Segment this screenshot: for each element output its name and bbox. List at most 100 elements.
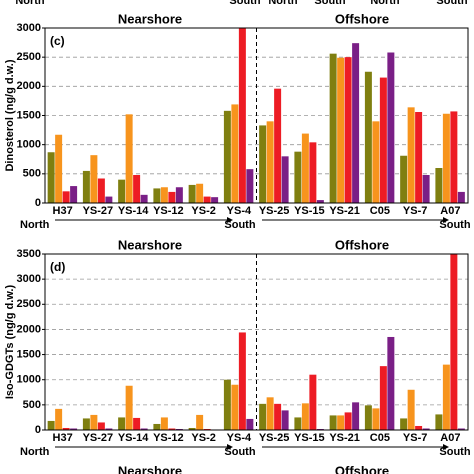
x-tick-label: YS-27 — [83, 205, 114, 217]
bar — [188, 427, 196, 430]
bar — [55, 408, 63, 430]
header-label: South — [436, 0, 467, 7]
bar — [379, 77, 387, 203]
bar — [435, 414, 443, 430]
annotation: North — [20, 219, 50, 231]
bar — [231, 384, 239, 430]
annotation: Offshore — [335, 237, 389, 252]
bar — [55, 134, 63, 203]
y-axis-label: Dinosterol (ng/g d.w.) — [4, 59, 16, 171]
footer-label: Offshore — [335, 463, 389, 474]
bar — [400, 155, 408, 203]
bar — [160, 417, 168, 430]
bar — [422, 428, 430, 430]
bar — [294, 417, 302, 430]
bar — [62, 427, 70, 430]
bar — [337, 57, 345, 203]
bar — [407, 107, 415, 203]
bar — [203, 428, 211, 430]
bar — [203, 196, 211, 203]
x-tick-label: YS-25 — [259, 205, 290, 217]
x-tick-label: YS-15 — [294, 432, 325, 444]
bar — [442, 364, 450, 430]
bar — [238, 28, 246, 203]
y-tick-label: 0 — [35, 424, 41, 436]
bar — [168, 191, 176, 203]
bar — [337, 415, 345, 430]
bar — [372, 121, 380, 203]
x-tick-label: YS-15 — [294, 205, 325, 217]
bar — [442, 113, 450, 203]
bar — [364, 71, 372, 203]
bar — [47, 152, 55, 203]
bar — [422, 175, 430, 203]
x-tick-label: A07 — [440, 432, 460, 444]
bar — [140, 428, 148, 430]
y-tick-label: 2500 — [17, 298, 41, 310]
bar — [196, 183, 204, 203]
bar — [344, 57, 352, 203]
y-tick-label: 0 — [35, 197, 41, 209]
bar — [196, 414, 204, 430]
bar — [82, 170, 90, 203]
x-tick-label: H37 — [53, 432, 73, 444]
x-tick-label: YS-14 — [118, 205, 149, 217]
bar — [259, 403, 267, 430]
bar — [329, 415, 337, 430]
y-tick-label: 3000 — [17, 273, 41, 285]
annotation: Offshore — [335, 11, 389, 26]
bar — [175, 428, 183, 430]
y-tick-label: 500 — [23, 168, 41, 180]
y-tick-label: 1500 — [17, 109, 41, 121]
bar — [188, 184, 196, 203]
bar — [125, 385, 133, 430]
bar — [301, 133, 309, 203]
header-label: South — [314, 0, 345, 7]
bar — [47, 420, 55, 430]
bar — [415, 425, 423, 430]
bar — [309, 374, 317, 430]
bar — [415, 112, 423, 203]
x-tick-label: YS-21 — [329, 205, 360, 217]
bar — [62, 191, 70, 203]
bar — [379, 366, 387, 430]
bar — [246, 169, 254, 203]
bar — [400, 418, 408, 430]
annotation: (d) — [50, 260, 65, 274]
annotation: Nearshore — [118, 237, 182, 252]
y-axis-label: Iso-GDGTs (ng/g d.w.) — [4, 285, 16, 400]
bar — [266, 397, 274, 430]
bar — [457, 191, 465, 203]
bar — [90, 414, 98, 430]
bar — [294, 151, 302, 203]
y-tick-label: 1500 — [17, 348, 41, 360]
x-tick-label: YS-7 — [403, 205, 427, 217]
bar — [105, 428, 113, 430]
footer-label: Nearshore — [118, 463, 182, 474]
bar — [160, 187, 168, 203]
header-label: North — [15, 0, 45, 7]
y-tick-label: 2000 — [17, 80, 41, 92]
x-tick-label: C05 — [370, 205, 390, 217]
bar — [238, 332, 246, 430]
bar — [175, 187, 183, 203]
bar — [153, 423, 161, 430]
bar — [266, 121, 274, 203]
bar — [301, 403, 309, 430]
bar — [246, 418, 254, 430]
bar — [82, 418, 90, 430]
x-tick-label: YS-21 — [329, 432, 360, 444]
annotation: South — [439, 219, 470, 231]
bar — [274, 403, 282, 430]
x-tick-label: A07 — [440, 205, 460, 217]
bar — [309, 142, 317, 203]
x-tick-label: YS-12 — [153, 432, 184, 444]
x-tick-label: YS-4 — [227, 432, 252, 444]
bar — [105, 196, 113, 203]
annotation: South — [224, 446, 255, 458]
bar — [316, 200, 324, 203]
bar — [372, 408, 380, 430]
header-label: South — [229, 0, 260, 7]
annotation: North — [20, 446, 50, 458]
y-tick-label: 1000 — [17, 139, 41, 151]
